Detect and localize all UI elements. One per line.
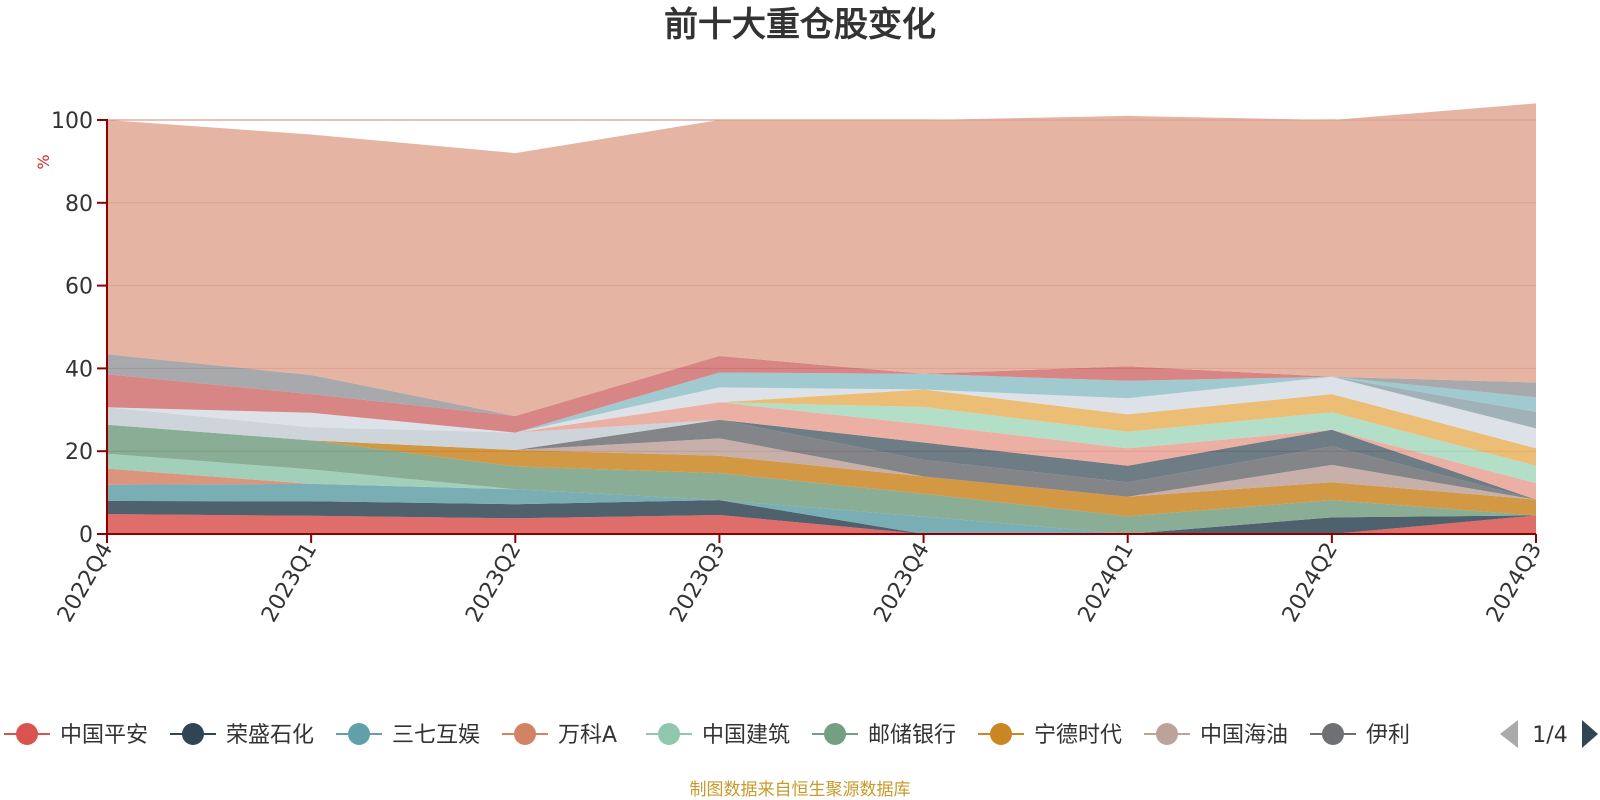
area-series-17 bbox=[107, 356, 1536, 433]
legend-label-1: 荣盛石化 bbox=[226, 723, 314, 748]
legend-item-0[interactable]: 中国平安 bbox=[4, 723, 148, 748]
area-series-1 bbox=[107, 500, 1536, 534]
x-tick-label-2: 2023Q2 bbox=[461, 539, 526, 627]
area-series-8 bbox=[107, 419, 1536, 500]
legend-item-2[interactable]: 三七互娱 bbox=[336, 723, 480, 748]
area-series-14 bbox=[107, 376, 1536, 449]
legend-label-6: 宁德时代 bbox=[1034, 723, 1122, 748]
area-series-9 bbox=[107, 419, 1536, 500]
legend-marker-8 bbox=[1322, 723, 1344, 745]
x-tick-label-7: 2024Q3 bbox=[1482, 539, 1547, 627]
x-tick-label-0: 2022Q4 bbox=[53, 539, 118, 627]
legend-page-indicator: 1/4 bbox=[1532, 723, 1567, 748]
legend-label-8: 伊利 bbox=[1366, 723, 1410, 748]
y-tick-label-0: 0 bbox=[79, 523, 93, 548]
legend-item-5[interactable]: 邮储银行 bbox=[812, 723, 956, 748]
legend-marker-4 bbox=[658, 723, 680, 745]
source-note: 制图数据来自恒生聚源数据库 bbox=[690, 780, 911, 800]
legend-item-1[interactable]: 荣盛石化 bbox=[170, 723, 314, 748]
y-tick-label-4: 80 bbox=[65, 192, 93, 217]
x-tick-label-3: 2023Q3 bbox=[665, 539, 730, 627]
y-tick-label-5: 100 bbox=[51, 109, 93, 134]
x-tick-label-6: 2024Q2 bbox=[1278, 539, 1343, 627]
legend-item-7[interactable]: 中国海油 bbox=[1144, 723, 1288, 748]
legend-item-3[interactable]: 万科A bbox=[502, 723, 617, 748]
legend-label-2: 三七互娱 bbox=[392, 723, 480, 748]
legend-marker-6 bbox=[990, 723, 1012, 745]
legend-marker-5 bbox=[824, 723, 846, 745]
legend-marker-1 bbox=[182, 723, 204, 745]
legend-label-7: 中国海油 bbox=[1200, 723, 1288, 748]
chart-title: 前十大重仓股变化 bbox=[664, 5, 936, 45]
legend-label-4: 中国建筑 bbox=[702, 723, 790, 748]
y-axis-label: % bbox=[34, 154, 53, 169]
area-series-6 bbox=[107, 424, 1536, 517]
legend-label-3: 万科A bbox=[558, 723, 617, 748]
legend-marker-3 bbox=[514, 723, 536, 745]
legend-label-5: 邮储银行 bbox=[868, 723, 956, 748]
legend: 中国平安 荣盛石化 三七互娱 万科A 中国建筑 邮储银行 宁德时代 中国海油 伊利 1/4 bbox=[4, 720, 1598, 748]
legend-marker-2 bbox=[348, 723, 370, 745]
area-series-16 bbox=[107, 372, 1536, 433]
y-tick-label-2: 40 bbox=[65, 357, 93, 382]
legend-prev-arrow-icon[interactable] bbox=[1500, 720, 1518, 748]
legend-item-4[interactable]: 中国建筑 bbox=[646, 723, 790, 748]
legend-label-0: 中国平安 bbox=[60, 723, 148, 748]
legend-marker-0 bbox=[16, 723, 38, 745]
area-series-19 bbox=[107, 103, 1536, 417]
legend-item-6[interactable]: 宁德时代 bbox=[978, 723, 1122, 748]
x-tick-label-4: 2023Q4 bbox=[869, 539, 934, 627]
legend-item-8[interactable]: 伊利 bbox=[1310, 723, 1410, 748]
y-tick-label-3: 60 bbox=[65, 275, 93, 300]
area-layer bbox=[107, 103, 1536, 534]
x-tick-label-1: 2023Q1 bbox=[257, 539, 322, 627]
area-series-0 bbox=[107, 514, 1536, 534]
x-tick-label-5: 2024Q1 bbox=[1074, 539, 1139, 627]
legend-marker-7 bbox=[1156, 723, 1178, 745]
area-series-11 bbox=[107, 402, 1536, 500]
y-tick-label-1: 20 bbox=[65, 440, 93, 465]
area-series-7 bbox=[107, 424, 1536, 500]
area-series-2 bbox=[107, 483, 1536, 534]
legend-next-arrow-icon[interactable] bbox=[1582, 720, 1598, 748]
